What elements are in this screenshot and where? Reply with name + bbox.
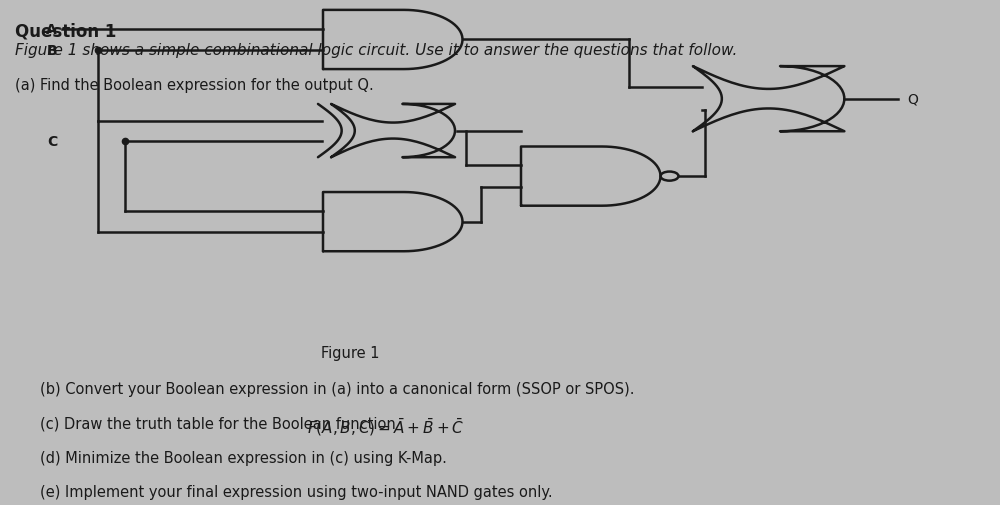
Text: Q: Q bbox=[907, 92, 918, 107]
Text: (e) Implement your final expression using two-input NAND gates only.: (e) Implement your final expression usin… bbox=[40, 484, 553, 499]
Text: (b) Convert your Boolean expression in (a) into a canonical form (SSOP or SPOS).: (b) Convert your Boolean expression in (… bbox=[40, 381, 635, 396]
Text: Figure 1: Figure 1 bbox=[321, 345, 379, 360]
Text: (a) Find the Boolean expression for the output Q.: (a) Find the Boolean expression for the … bbox=[15, 78, 374, 93]
Text: C: C bbox=[47, 135, 57, 149]
Text: Question 1: Question 1 bbox=[15, 23, 116, 41]
Text: B: B bbox=[46, 44, 57, 58]
Text: $F(A, B, C) = \bar{A} + \bar{B} + \bar{C}$: $F(A, B, C) = \bar{A} + \bar{B} + \bar{C… bbox=[307, 416, 465, 437]
Text: (d) Minimize the Boolean expression in (c) using K-Map.: (d) Minimize the Boolean expression in (… bbox=[40, 450, 447, 465]
Text: (c) Draw the truth table for the Boolean function: (c) Draw the truth table for the Boolean… bbox=[40, 416, 400, 431]
Text: A: A bbox=[46, 23, 57, 37]
Text: Figure 1 shows a simple combinational logic circuit. Use it to answer the questi: Figure 1 shows a simple combinational lo… bbox=[15, 43, 737, 58]
